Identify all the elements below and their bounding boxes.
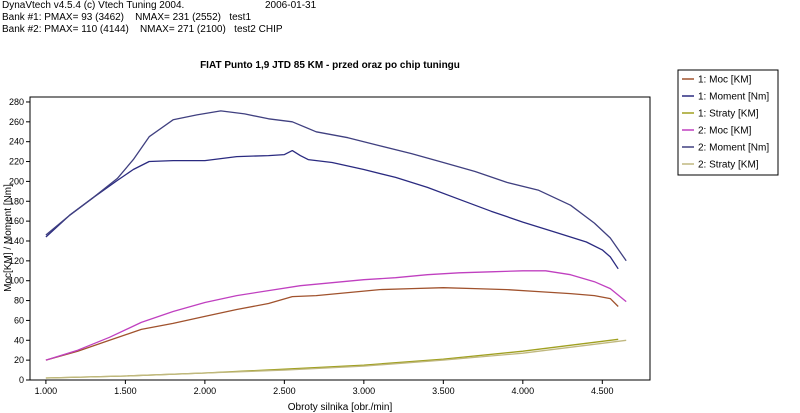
legend-label-1-moment-nm: 1: Moment [Nm] [698,92,769,103]
series-lines [45,110,627,379]
y-tick-label: 0 [19,375,24,385]
x-tick-label: 2.500 [273,386,296,396]
y-tick-label: 120 [9,256,24,266]
header-bank1: Bank #1: PMAX= 93 (3462) NMAX= 231 (2552… [2,12,252,23]
y-tick-label: 280 [9,97,24,107]
x-axis-label: Obroty silnika [obr./min] [288,402,393,413]
legend-label-1-moc-km: 1: Moc [KM] [698,75,752,86]
y-axis: 0 20 40 60 80 100 120 140 160 180 200 220 240 260 280 [9,97,30,385]
y-tick-label: 100 [9,276,24,286]
legend-label-2-moc-km: 2: Moc [KM] [698,126,752,137]
series-line-2-moment-nm [45,110,627,262]
y-tick-label: 40 [14,335,24,345]
x-tick-label: 1.500 [114,386,137,396]
series-line-1-moment-nm [45,149,619,270]
y-tick-label: 240 [9,137,24,147]
x-tick-label: 4.000 [512,386,535,396]
y-tick-label: 260 [9,117,24,127]
x-axis: 1.000 1.500 2.000 2.500 3.000 3.500 4.000 4.500 [35,380,614,396]
header-software-line: DynaVtech v4.5.4 (c) Vtech Tuning 2004. [2,0,185,11]
series-line-2-moc-km [45,270,627,361]
y-tick-label: 180 [9,196,24,206]
y-axis-label: Moc[KM] / Moment [Nm] [3,184,14,292]
x-tick-label: 4.500 [591,386,614,396]
x-tick-label: 1.000 [35,386,58,396]
y-tick-label: 60 [14,315,24,325]
y-tick-label: 220 [9,157,24,167]
series-line-1-straty-km [45,338,619,379]
x-tick-label: 3.500 [432,386,455,396]
x-tick-label: 2.000 [194,386,217,396]
y-tick-label: 160 [9,216,24,226]
y-tick-label: 20 [14,355,24,365]
y-tick-label: 200 [9,176,24,186]
legend-label-2-straty-km: 2: Straty [KM] [698,160,759,171]
chart-title: FIAT Punto 1,9 JTD 85 KM - przed oraz po… [200,60,460,71]
legend-label-2-moment-nm: 2: Moment [Nm] [698,143,769,154]
header-bank2: Bank #2: PMAX= 110 (4144) NMAX= 271 (210… [2,24,283,35]
y-tick-label: 140 [9,236,24,246]
legend-box [677,69,779,176]
x-tick-label: 3.000 [353,386,376,396]
legend-label-1-straty-km: 1: Straty [KM] [698,109,759,120]
header-date: 2006-01-31 [265,0,317,11]
series-line-2-straty-km [45,339,627,379]
y-tick-label: 80 [14,296,24,306]
series-line-1-moc-km [45,287,619,361]
legend: 1: Moc [KM] 1: Moment [Nm] 1: Straty [KM] 2… [677,69,779,176]
plot-frame [29,96,651,381]
